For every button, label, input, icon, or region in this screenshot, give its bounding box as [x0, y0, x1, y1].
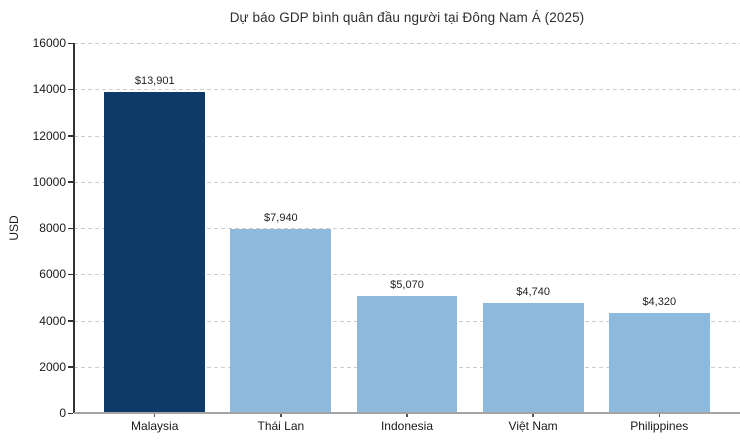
gridline: [74, 89, 740, 91]
y-tick-label: 16000: [32, 36, 66, 50]
x-tick-mark: [532, 413, 534, 417]
x-tick-mark: [658, 413, 661, 417]
bar: [104, 91, 206, 413]
y-tick-mark: [68, 135, 73, 137]
gridline: [74, 135, 740, 137]
y-tick-label: 6000: [39, 267, 66, 282]
y-tick-label: 10000: [32, 174, 66, 189]
y-tick-label: 2000: [39, 359, 66, 374]
y-axis-spine: [73, 43, 75, 413]
x-axis-line: [74, 412, 740, 414]
x-tick-label: Thái Lan: [257, 419, 305, 433]
plot-area: 0 2000 4000 6000 8000 10000 12000 14000 16000 $13…: [33, 36, 740, 433]
y-tick-label: 8000: [39, 221, 66, 235]
bar: [482, 303, 584, 413]
y-tick-mark: [68, 181, 73, 183]
bar-value-label: $4,740: [516, 286, 550, 299]
y-tick-label: 14000: [32, 82, 66, 97]
y-tick-mark: [68, 88, 73, 91]
bar-value-label: $7,940: [264, 212, 298, 225]
x-tick-label: Việt Nam: [508, 419, 558, 433]
x-tick-mark: [406, 413, 408, 417]
y-tick-mark: [68, 227, 73, 229]
y-tick-mark: [68, 412, 73, 414]
y-tick-label: 4000: [39, 313, 66, 328]
x-tick-mark: [153, 413, 156, 417]
bar-value-label: $13,901: [134, 74, 175, 87]
bar: [608, 313, 710, 413]
x-tick-mark: [280, 413, 282, 417]
gridline: [74, 43, 740, 44]
bar-value-label: $5,070: [390, 278, 424, 291]
y-tick-label: 0: [59, 406, 66, 420]
y-tick-mark: [68, 366, 73, 368]
gridline: [74, 228, 740, 229]
chart-title: Dự báo GDP bình quân đầu người tại Đông …: [229, 10, 585, 25]
gridline: [74, 181, 740, 183]
bar-value-label: $4,320: [642, 296, 677, 309]
y-tick-label: 12000: [32, 128, 66, 143]
y-tick-mark: [68, 273, 73, 276]
y-tick-mark: [68, 42, 73, 44]
y-tick-mark: [68, 320, 73, 322]
x-tick-label: Indonesia: [380, 419, 434, 433]
bar: [356, 295, 458, 413]
x-tick-label: Malaysia: [131, 419, 179, 433]
bar: [230, 229, 332, 413]
gridline: [74, 274, 740, 276]
x-tick-label: Philippines: [630, 419, 689, 433]
